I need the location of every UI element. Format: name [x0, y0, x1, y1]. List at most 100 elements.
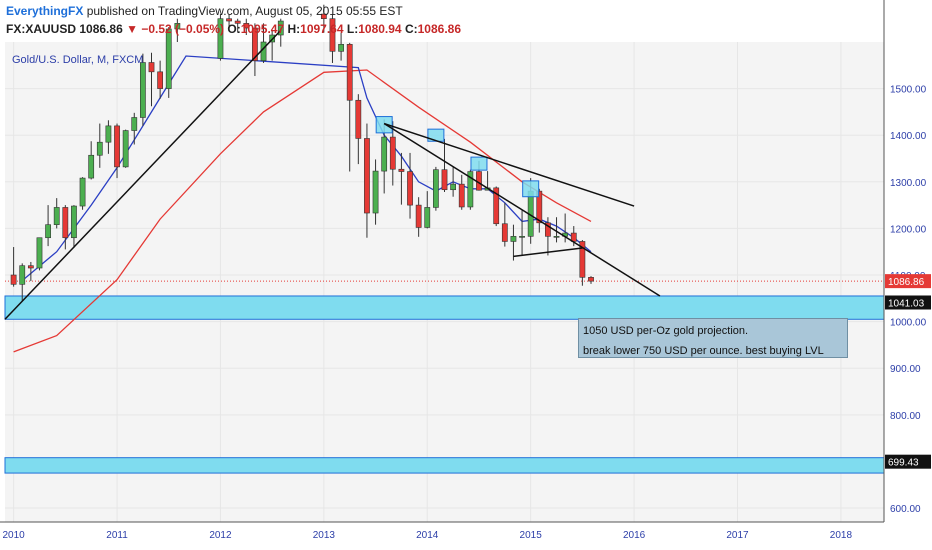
support-zones [4, 280, 885, 474]
candle [320, 4, 327, 33]
x-tick-label: 2010 [2, 530, 25, 541]
candle-body [381, 136, 388, 172]
candle [131, 112, 138, 145]
y-tick-label: 900.00 [890, 364, 921, 375]
candle-body [553, 236, 560, 238]
candle [424, 191, 431, 229]
candle [372, 159, 379, 225]
candle-body [88, 154, 95, 179]
candle [519, 210, 525, 256]
candle [407, 152, 413, 219]
candle-body [96, 141, 103, 156]
price-tag-label: 699.43 [888, 458, 919, 469]
candle-body [165, 28, 172, 89]
candle-body [372, 170, 379, 214]
candle [217, 14, 224, 61]
candle [415, 197, 422, 237]
candle [96, 123, 103, 168]
candle-body [355, 99, 362, 139]
close-label: C: [404, 22, 418, 36]
trendlines [4, 29, 661, 320]
annotation-line-2: break lower 750 USD per ounce. best buyi… [583, 345, 824, 357]
y-tick-label: 800.00 [890, 411, 921, 422]
support-zone [4, 295, 885, 320]
candle-body [36, 237, 43, 269]
candle [338, 32, 344, 61]
low-value: 1080.94 [358, 22, 402, 36]
candle [79, 177, 86, 210]
annotation-line-1: 1050 USD per-Oz gold projection. [583, 325, 749, 337]
candle [105, 120, 112, 154]
candle-body [79, 177, 86, 207]
candle [243, 18, 250, 36]
annotation-box[interactable]: 1050 USD per-Oz gold projection. break l… [578, 318, 848, 358]
candle [62, 205, 69, 250]
candle [122, 129, 129, 168]
x-tick-label: 2017 [726, 530, 749, 541]
candle [114, 123, 120, 179]
close-value: 1086.86 [417, 22, 462, 36]
candle [432, 166, 439, 211]
candle-body [139, 62, 146, 118]
candle-body [579, 241, 586, 278]
candle [364, 123, 370, 238]
candle-body [329, 18, 336, 52]
publish-info: published on TradingView.com, August 05,… [83, 4, 403, 18]
candle [389, 121, 396, 186]
candle [398, 152, 405, 205]
candle [88, 141, 95, 180]
price-tag-bg [885, 454, 931, 469]
candle [441, 138, 448, 193]
candle-body [10, 274, 17, 285]
candle-body [226, 18, 232, 22]
candle [355, 94, 362, 165]
candle [588, 276, 594, 284]
trendline [4, 29, 282, 320]
candle-body [407, 171, 413, 206]
x-tick-label: 2013 [313, 530, 336, 541]
price-tag-bg [885, 295, 931, 310]
candle-body [536, 190, 543, 224]
candle-body [501, 223, 508, 242]
y-tick-label: 600.00 [890, 504, 921, 515]
candle-body [364, 138, 370, 214]
candle [148, 52, 155, 107]
candle-body [53, 207, 60, 225]
candle-body [424, 207, 431, 228]
last-price: 1086.86 [79, 22, 123, 36]
y-tick-label: 1000.00 [890, 318, 927, 329]
candle [71, 205, 77, 248]
candle-body [19, 265, 26, 285]
candle [234, 18, 241, 33]
publish-line: EverythingFX published on TradingView.co… [6, 4, 403, 18]
candle [27, 261, 34, 282]
x-tick-label: 2011 [106, 530, 128, 541]
candle-body [450, 183, 457, 191]
price-change: −0.52 (−0.05%) [141, 22, 225, 36]
candle-body [105, 125, 112, 143]
candle-body [346, 44, 353, 101]
candle-body [243, 23, 250, 29]
candle-body [588, 277, 594, 282]
candle [346, 42, 353, 172]
trendline [383, 122, 635, 207]
chart-grid [5, 42, 884, 522]
candle [450, 166, 457, 197]
candle-body [252, 27, 258, 61]
candle [45, 205, 51, 247]
candle-body [389, 136, 396, 170]
candle-body [148, 62, 155, 73]
candle-body [62, 207, 69, 239]
author-link[interactable]: EverythingFX [6, 4, 84, 18]
candle-body [114, 125, 120, 168]
candle-body [234, 20, 241, 24]
candle [226, 14, 232, 29]
candle-body [157, 71, 164, 89]
candle [545, 217, 551, 256]
open-value: 1095.47 [240, 22, 285, 36]
high-label: H: [287, 22, 301, 36]
candle-body [432, 169, 439, 208]
candle [458, 174, 465, 210]
